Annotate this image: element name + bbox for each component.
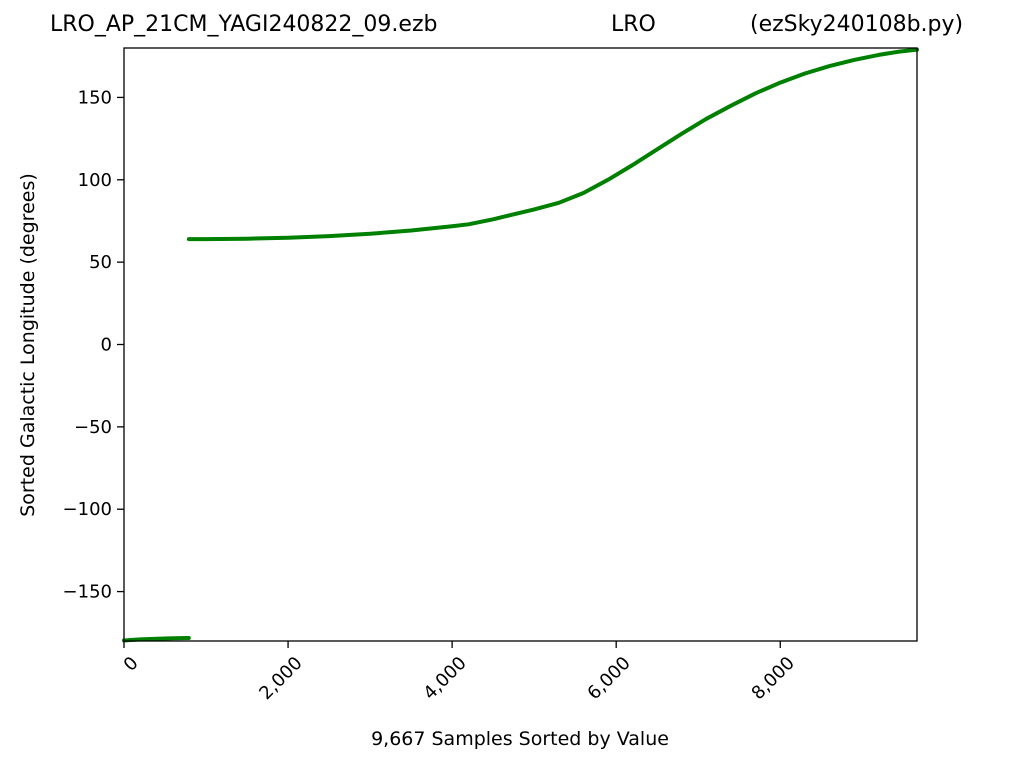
x-tick-label: 0 — [120, 653, 143, 676]
chart-title-right: (ezSky240108b.py) — [750, 12, 964, 37]
series-line — [186, 47, 919, 242]
chart-title-center: LRO — [611, 12, 656, 37]
x-tick-label: 2,000 — [255, 653, 306, 704]
y-tick-label: 150 — [78, 87, 112, 108]
x-tick-label: 8,000 — [748, 653, 799, 704]
y-tick-label: −150 — [63, 582, 112, 603]
y-tick-label: 0 — [101, 335, 112, 356]
x-axis-ticks: 0 2,000 4,000 6,000 8,000 — [120, 641, 799, 704]
x-tick-label: 4,000 — [419, 653, 470, 704]
y-tick-label: −50 — [74, 417, 112, 438]
y-tick-label: 50 — [89, 252, 112, 273]
x-tick-label: 6,000 — [583, 653, 634, 704]
x-axis-label: 9,667 Samples Sorted by Value — [371, 728, 669, 750]
plot-frame — [123, 47, 918, 642]
y-axis-label: Sorted Galactic Longitude (degrees) — [17, 173, 39, 517]
y-axis-ticks: −150 −100 −50 0 50 100 150 — [63, 87, 124, 603]
chart-title-left: LRO_AP_21CM_YAGI240822_09.ezb — [50, 12, 438, 37]
series-line — [122, 636, 191, 643]
y-tick-label: −100 — [63, 499, 112, 520]
y-tick-label: 100 — [78, 170, 112, 191]
series-layer — [122, 47, 919, 643]
